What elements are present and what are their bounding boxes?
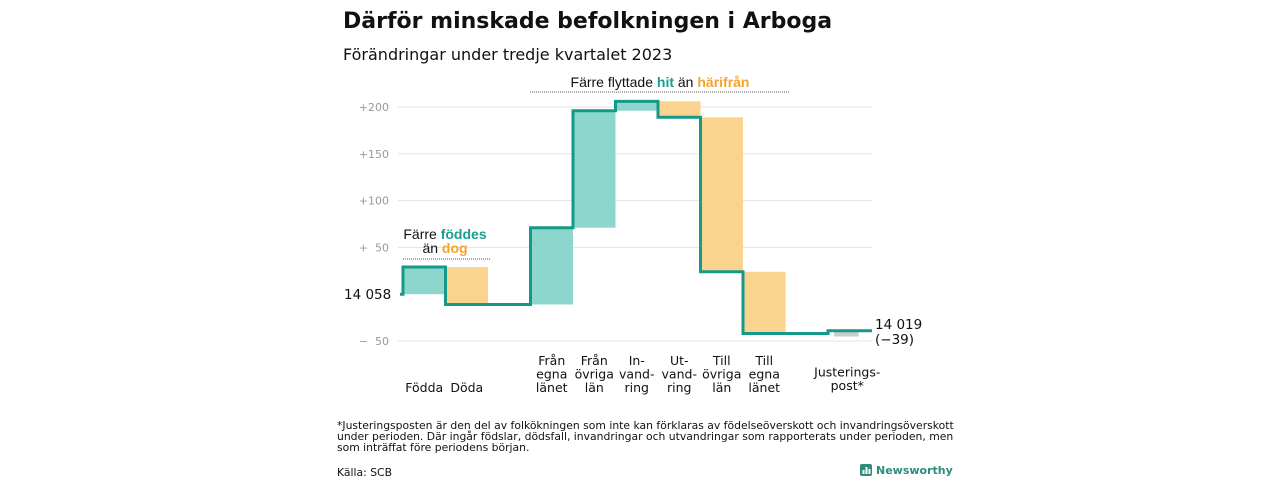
start-value-label: 14 058 xyxy=(344,287,391,303)
chart-title: Därför minskade befolkningen i Arboga xyxy=(343,9,832,34)
bar-decrease xyxy=(700,117,743,272)
category-label: Justerings- xyxy=(813,365,880,380)
category-label: post* xyxy=(831,378,864,393)
bars xyxy=(403,101,859,337)
bar-decrease xyxy=(658,101,701,118)
y-tick-label: +100 xyxy=(359,195,389,208)
category-label: län xyxy=(585,380,604,395)
category-label: övriga xyxy=(575,367,614,382)
category-label: Från xyxy=(538,353,565,368)
y-tick-label: +150 xyxy=(359,148,389,161)
category-label: vand- xyxy=(619,367,654,382)
newsworthy-logo: Newsworthy xyxy=(860,464,953,477)
bar-increase xyxy=(573,110,616,228)
chart-subtitle: Förändringar under tredje kvartalet 2023 xyxy=(343,45,672,64)
end-value-label: 14 019 xyxy=(875,317,922,333)
brand-name: Newsworthy xyxy=(876,464,953,477)
y-axis-ticks: +200 +150 +100 + 50 − 50 xyxy=(359,101,389,348)
bar-increase xyxy=(403,267,446,295)
category-label: Till xyxy=(754,353,773,368)
footnote-line3: som inträffat före periodens början. xyxy=(337,441,529,454)
category-label: Ut- xyxy=(670,353,689,368)
moves-annotation: Färre flyttade hit än härifrån xyxy=(571,74,750,90)
births-annotation-line2: än dog xyxy=(422,240,467,256)
category-label: länet xyxy=(536,380,568,395)
category-label: ring xyxy=(667,380,691,395)
category-label: Till xyxy=(712,353,731,368)
bar-decrease xyxy=(445,267,488,305)
y-tick-label: − 50 xyxy=(359,335,389,348)
category-label: ring xyxy=(625,380,649,395)
category-label: Födda xyxy=(405,380,443,395)
end-change-label: (−39) xyxy=(875,332,914,348)
y-tick-label: + 50 xyxy=(359,241,389,254)
category-label: Döda xyxy=(450,380,483,395)
source-label: Källa: SCB xyxy=(337,466,392,479)
category-labels: Födda DödaFrånegnalänetFrånövrigalänIn-va… xyxy=(405,353,880,395)
gridlines xyxy=(398,106,872,342)
running-total-line xyxy=(400,99,872,336)
bar-increase xyxy=(615,101,658,111)
category-label: Från xyxy=(581,353,608,368)
category-label: egna xyxy=(749,367,780,382)
footnote-line1: *Justeringsposten är den del av folkökni… xyxy=(337,419,954,432)
category-label: In- xyxy=(629,353,645,368)
category-label: övriga xyxy=(702,367,741,382)
births-annotation-line1: Färre föddes xyxy=(403,226,486,242)
footnote-line2: under perioden. Där ingår födslar, dödsf… xyxy=(337,430,953,443)
category-label: vand- xyxy=(662,367,697,382)
bar-increase xyxy=(530,227,573,305)
category-label: länet xyxy=(748,380,780,395)
bar-decrease xyxy=(743,271,786,334)
bar-adjustment xyxy=(834,330,859,337)
category-label: län xyxy=(712,380,731,395)
category-label: egna xyxy=(536,367,567,382)
y-tick-label: +200 xyxy=(359,101,389,114)
